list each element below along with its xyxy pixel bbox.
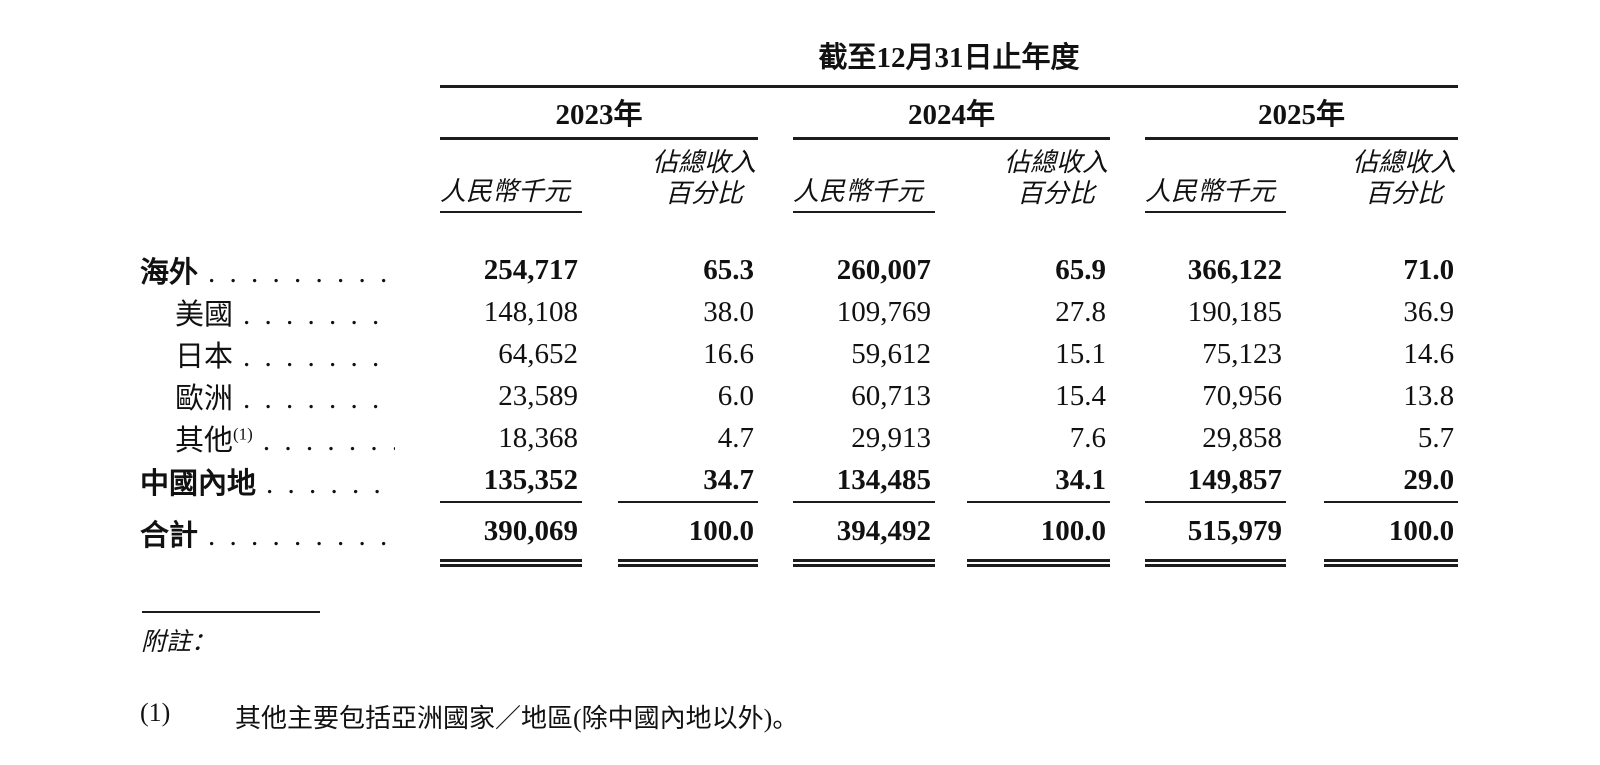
footnote-text: 其他主要包括亞洲國家／地區(除中國內地以外)。 bbox=[235, 704, 799, 734]
dot-leader: . . . . . . . bbox=[266, 467, 395, 500]
document-page: 截至12月31日止年度 2023年 2024年 2025年 人民幣千元 佔總收入… bbox=[140, 34, 1600, 735]
dot-leader: . . . . . . . . bbox=[243, 341, 395, 374]
period-title: 截至12月31日止年度 bbox=[440, 34, 1459, 88]
table-row-mainland-china: 中國內地. . . . . . . 135,352 34.7 134,485 3… bbox=[140, 459, 1459, 504]
dot-leader: . . . . . . . . bbox=[243, 299, 395, 332]
pct-of-revenue-header: 佔總收入 百分比 bbox=[651, 148, 756, 208]
year-2023: 2023年 bbox=[440, 86, 758, 140]
year-2025: 2025年 bbox=[1145, 86, 1459, 140]
footnote-divider bbox=[142, 611, 320, 614]
dot-leader: . . . . . . . . bbox=[243, 383, 395, 416]
pct-of-revenue-header: 佔總收入 百分比 bbox=[1352, 148, 1457, 208]
year-2024: 2024年 bbox=[793, 86, 1110, 140]
table-row-europe: 歐洲. . . . . . . . 23,589 6.0 60,713 15.4… bbox=[140, 375, 1458, 417]
dot-leader: . . . . . . . . . . bbox=[208, 257, 395, 290]
footnotes-heading: 附註： bbox=[141, 629, 217, 657]
revenue-by-region-table: 截至12月31日止年度 2023年 2024年 2025年 人民幣千元 佔總收入… bbox=[140, 34, 1459, 568]
table-row-total: 合計. . . . . . . . . . 390,069 100.0 394,… bbox=[140, 502, 1459, 568]
row-label: 中國內地 bbox=[140, 467, 257, 500]
table-row-japan: 日本. . . . . . . . 64,652 16.6 59,612 15.… bbox=[140, 333, 1458, 375]
row-label: 美國 bbox=[175, 299, 234, 332]
row-label: 合計 bbox=[140, 519, 199, 552]
rmb-thousands-header: 人民幣千元 bbox=[440, 138, 582, 214]
row-label: 歐洲 bbox=[175, 383, 234, 416]
column-header-row: 人民幣千元 佔總收入 百分比 人民幣千元 佔總收入 百分比 人民幣千元 佔總收入 百分… bbox=[140, 138, 1458, 214]
row-label: 日本 bbox=[175, 341, 234, 374]
table-row-usa: 美國. . . . . . . . 148,108 38.0 109,769 2… bbox=[140, 291, 1458, 333]
year-header-row: 2023年 2024年 2025年 bbox=[140, 86, 1459, 140]
table-row-others: 其他(1). . . . . . . 18,368 4.7 29,913 7.6… bbox=[175, 421, 1455, 458]
period-header-row: 截至12月31日止年度 bbox=[140, 34, 1459, 88]
pct-of-revenue-header: 佔總收入 百分比 bbox=[1003, 148, 1108, 208]
rmb-thousands-header: 人民幣千元 bbox=[793, 138, 935, 214]
table-row-overseas: 海外. . . . . . . . . . 254,717 65.3 260,0… bbox=[140, 249, 1458, 291]
row-label: 海外 bbox=[140, 257, 199, 290]
dot-leader: . . . . . . . . . . bbox=[208, 519, 395, 552]
dot-leader: . . . . . . . bbox=[262, 425, 395, 458]
footnote-item-1: (1) 其他主要包括亞洲國家／地區(除中國內地以外)。 bbox=[140, 698, 1600, 735]
footnote-number: (1) bbox=[140, 698, 171, 728]
footnote-ref-1: (1) bbox=[233, 424, 253, 444]
row-label: 其他 bbox=[175, 425, 234, 458]
rmb-thousands-header: 人民幣千元 bbox=[1145, 138, 1286, 214]
